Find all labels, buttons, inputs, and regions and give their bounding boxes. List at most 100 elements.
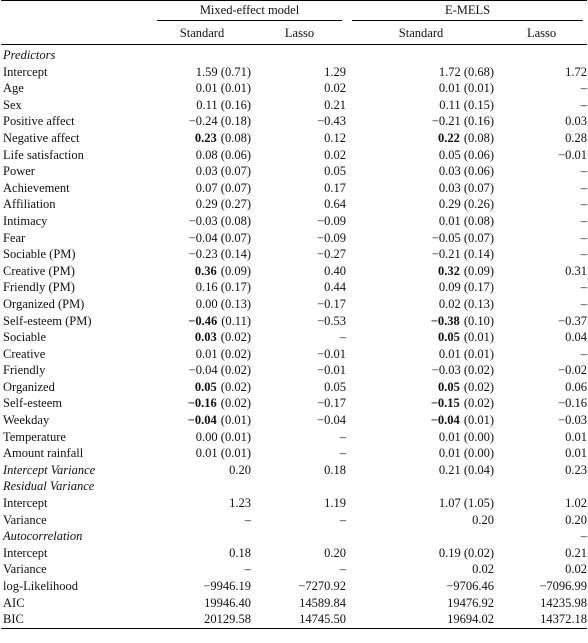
table-body: Predictors Intercept 1.59 (0.71) 1.29 1.72 (…: [1, 45, 587, 629]
value-cell: 0.02: [565, 562, 588, 577]
table-row: Temperature 0.00 (0.01) – 0.01 (0.00) 0.01: [1, 429, 587, 446]
empty-header: [1, 22, 151, 45]
value-cell: 1.19: [324, 496, 347, 511]
row-label: Achievement: [3, 180, 70, 195]
significant-estimate: 0.22: [437, 130, 460, 145]
table-row: Achievement 0.07 (0.07) 0.17 0.03 (0.07) –: [1, 180, 587, 197]
value-cell: –: [580, 197, 588, 212]
standard-error: (0.02): [463, 396, 495, 411]
value-cell: 0.01: [565, 446, 588, 461]
value-cell: –: [580, 529, 588, 544]
significant-estimate: −0.04: [430, 413, 460, 428]
value-cell: −0.21 (0.14): [431, 247, 495, 262]
value-cell: 0.44: [324, 280, 347, 295]
column-header: Standard: [151, 22, 251, 45]
value-cell: 0.21: [565, 545, 588, 560]
row-label: Creative (PM): [3, 263, 75, 278]
standard-error: (0.08): [220, 130, 251, 145]
table-row: Intercept 0.18 0.20 0.19 (0.02) 0.21: [1, 545, 587, 562]
value-cell: 0.01 (0.00): [438, 429, 495, 444]
empty-cell: [346, 478, 494, 495]
standard-error: (0.01): [463, 413, 495, 428]
table-row: Intercept 1.59 (0.71) 1.29 1.72 (0.68) 1.72: [1, 64, 587, 81]
value-cell: 0.08 (0.06): [195, 147, 251, 162]
row-label: Negative affect: [3, 130, 80, 145]
value-cell: 0.12: [324, 130, 347, 145]
value-cell: −0.46 (0.11): [151, 313, 251, 330]
table-row: Organized (PM) 0.00 (0.13) −0.17 0.02 (0.13…: [1, 296, 587, 313]
table-row: Variance – – 0.20 0.20: [1, 512, 587, 529]
row-label: Organized (PM): [3, 296, 85, 311]
row-label: Intimacy: [3, 213, 48, 228]
value-cell: –: [580, 247, 588, 262]
value-cell: 0.31: [565, 263, 588, 278]
row-label: Friendly (PM): [3, 280, 75, 295]
table-row: Sociable 0.03 (0.02) –0.05 (0.01) 0.04: [1, 329, 587, 346]
value-cell: 1.07 (1.05): [438, 496, 495, 511]
row-label: Power: [3, 164, 35, 179]
table-row: log-Likelihood −9946.19 −7270.92 −9706.46 −7…: [1, 578, 587, 595]
value-cell: 0.03: [565, 114, 588, 129]
empty-cell: [251, 478, 346, 495]
value-cell: −9946.19: [203, 579, 251, 593]
value-cell: 0.05 (0.06): [438, 147, 495, 162]
column-header: Lasso: [494, 22, 588, 45]
value-cell: 0.21 (0.04): [438, 462, 495, 477]
value-cell: 0.20: [324, 545, 347, 560]
value-cell: −0.17: [317, 296, 347, 311]
value-cell: −0.03: [558, 413, 588, 428]
value-cell: −0.03 (0.08): [188, 213, 251, 228]
value-cell: 0.21: [324, 97, 347, 112]
table-row: Self-esteem −0.16 (0.02) −0.17 −0.15 (0.02) −0…: [1, 395, 587, 412]
value-cell: 0.01 (0.01): [438, 346, 495, 361]
value-cell: −0.04 (0.01): [346, 412, 494, 429]
table-row: Residual Variance: [1, 478, 587, 495]
empty-header: [1, 1, 151, 23]
value-cell: 0.04: [565, 330, 588, 345]
value-cell: 0.06: [565, 379, 588, 394]
value-cell: 0.16 (0.17): [195, 280, 251, 295]
value-cell: 0.00 (0.01): [195, 429, 251, 444]
value-cell: –: [580, 180, 588, 195]
table-row: Intercept Variance 0.20 0.18 0.21 (0.04) 0.2…: [1, 462, 587, 479]
table-row: Sex 0.11 (0.16) 0.21 0.11 (0.15) –: [1, 97, 587, 114]
significant-estimate: 0.05: [437, 379, 460, 394]
value-cell: −0.01: [317, 363, 347, 378]
table-row: Negative affect 0.23 (0.08) 0.12 0.22 (0.08) 0…: [1, 130, 587, 147]
row-label: BIC: [3, 612, 24, 627]
value-cell: 0.02 (0.13): [438, 296, 495, 311]
value-cell: 20129.58: [204, 612, 251, 627]
row-label: Affiliation: [3, 197, 56, 212]
value-cell: 0.02: [324, 147, 347, 162]
row-label: Positive affect: [3, 114, 75, 129]
significant-estimate: 0.23: [194, 130, 217, 145]
value-cell: 0.01 (0.01): [195, 446, 251, 461]
value-cell: 14745.50: [299, 612, 347, 627]
value-cell: 0.40: [324, 263, 347, 278]
value-cell: 0.05 (0.01): [346, 329, 494, 346]
value-cell: −0.23 (0.14): [188, 247, 251, 262]
value-cell: 0.01 (0.01): [438, 81, 495, 96]
value-cell: 0.22 (0.08): [346, 130, 494, 147]
empty-cell: [494, 478, 587, 495]
row-label: Intercept Variance: [3, 462, 96, 477]
value-cell: 0.19 (0.02): [438, 545, 495, 560]
row-label: Sociable: [3, 330, 47, 345]
value-cell: −0.17: [317, 396, 347, 411]
table-row: AIC 19946.40 14589.84 19476.92 14235.98: [1, 595, 587, 612]
value-cell: –: [580, 280, 588, 295]
significant-estimate: 0.03: [194, 330, 217, 345]
value-cell: −0.01: [317, 346, 347, 361]
significant-estimate: 0.32: [437, 263, 460, 278]
column-header: Lasso: [251, 22, 347, 45]
significant-estimate: 0.36: [194, 263, 217, 278]
value-cell: 0.18: [229, 545, 251, 560]
table-row: Self-esteem (PM) −0.46 (0.11) −0.53 −0.38 (0.…: [1, 313, 587, 330]
value-cell: 0.29 (0.26): [438, 197, 495, 212]
value-cell: 1.72: [565, 64, 588, 79]
row-label: Self-esteem (PM): [3, 313, 92, 328]
value-cell: 19476.92: [447, 595, 495, 610]
value-cell: −0.03 (0.02): [431, 363, 495, 378]
value-cell: −0.02: [558, 363, 588, 378]
row-label: Intercept: [3, 64, 48, 79]
